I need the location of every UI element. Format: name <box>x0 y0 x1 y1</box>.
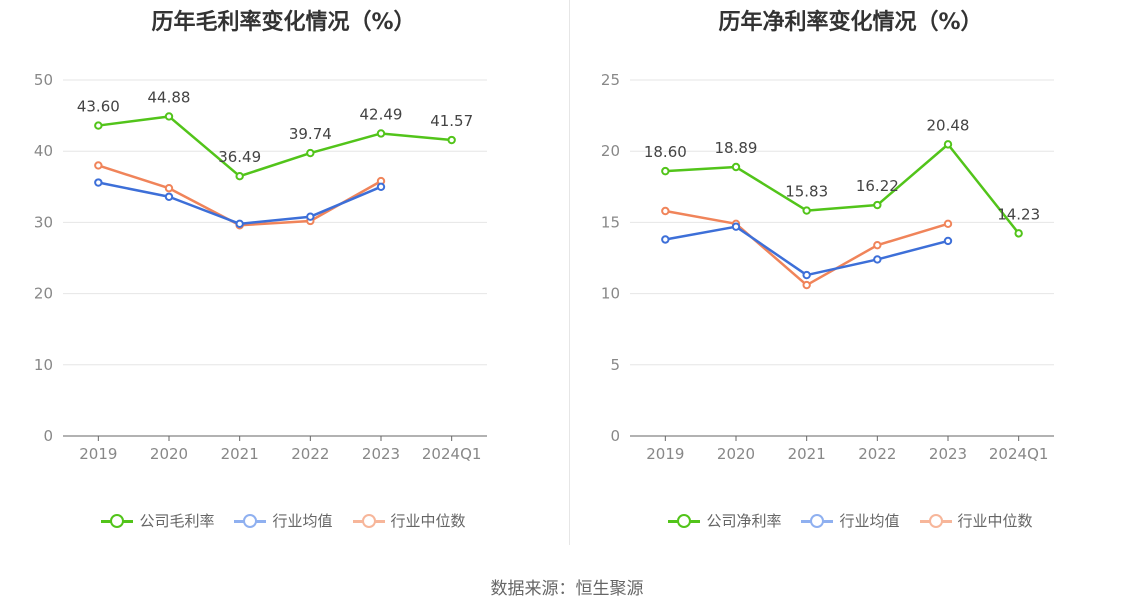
gross-margin-industry-avg-line <box>98 181 382 226</box>
legend-avg-label: 行业均值 <box>272 512 333 530</box>
net-margin-industry-avg-point[interactable] <box>873 255 882 264</box>
legend-median-label: 行业中位数 <box>957 512 1033 530</box>
gross-margin-company-point[interactable] <box>164 112 174 121</box>
net-margin-industry-avg-point[interactable] <box>802 270 811 280</box>
gross-margin-company-data-label: 43.60 <box>77 98 120 116</box>
net-margin-industry-median-point[interactable] <box>873 240 882 250</box>
gross-margin-company-data-label: 39.74 <box>289 125 332 143</box>
gross-margin-company-data-label: 36.49 <box>218 148 261 166</box>
net-margin-y-tick-label: 5 <box>610 356 620 374</box>
net-margin-x-tick-label: 2020 <box>717 445 755 463</box>
net-margin-industry-median-point[interactable] <box>943 219 953 229</box>
net-margin-industry-avg-point[interactable] <box>661 235 670 244</box>
net-margin-company-point[interactable] <box>802 206 811 215</box>
gross-margin-industry-median-point[interactable] <box>94 161 103 170</box>
gross-margin-x-tick-label: 2020 <box>150 445 188 463</box>
legend-avg-marker-icon <box>234 513 267 528</box>
gross-margin-industry-avg-point[interactable] <box>235 219 244 229</box>
gross-margin-y-tick-label: 10 <box>34 356 53 374</box>
legend-industry-avg[interactable]: 行业均值 <box>801 510 900 531</box>
gross-margin-x-tick-label: 2024Q1 <box>422 445 482 463</box>
gross-margin-industry-median-point[interactable] <box>164 184 174 193</box>
net-margin-company-data-label: 14.23 <box>997 205 1040 223</box>
net-margin-company-data-label: 20.48 <box>927 116 970 134</box>
legend-median-marker-icon <box>352 513 385 528</box>
net-margin-company-data-label: 18.89 <box>715 139 758 157</box>
gross-margin-industry-avg-point[interactable] <box>164 192 174 201</box>
gross-margin-x-tick-label: 2021 <box>221 445 259 463</box>
net-margin-y-tick-label: 25 <box>601 71 620 89</box>
net-margin-company-data-label: 15.83 <box>785 183 828 201</box>
gross-margin-industry-avg-point[interactable] <box>306 212 315 221</box>
gross-margin-chart: 0 10 20 30 40 50 2019 2020 2021 2022 2023 2024Q1 43.… <box>34 71 487 463</box>
gross-margin-legend: 公司毛利率 行业均值 行业中位数 <box>0 510 567 531</box>
legend-company-label: 公司净利率 <box>706 512 782 530</box>
net-margin-legend: 公司净利率 行业均值 行业中位数 <box>567 510 1134 531</box>
gross-margin-y-tick-label: 20 <box>34 285 53 303</box>
legend-company-label: 公司毛利率 <box>139 512 215 530</box>
net-margin-chart-panel: 历年净利率变化情况（%） 0 5 10 15 20 25 2019 2020 2021 2022 2… <box>567 0 1134 560</box>
net-margin-company-data-label: 16.22 <box>856 177 899 195</box>
panel-divider <box>569 0 570 545</box>
net-margin-company-point[interactable] <box>1014 229 1023 238</box>
net-margin-industry-avg-point[interactable] <box>943 236 953 246</box>
gross-margin-x-tick-label: 2023 <box>362 445 400 463</box>
gross-margin-x-tick-label: 2019 <box>79 445 117 463</box>
gross-margin-company-data-label: 42.49 <box>360 105 403 123</box>
legend-company-marker-icon <box>668 513 701 528</box>
legend-median-label: 行业中位数 <box>390 512 466 530</box>
gross-margin-y-tick-label: 0 <box>43 427 53 445</box>
net-margin-industry-avg-line <box>665 225 949 277</box>
net-margin-x-tick-label: 2019 <box>646 445 684 463</box>
gross-margin-y-tick-label: 40 <box>34 142 53 160</box>
legend-industry-avg[interactable]: 行业均值 <box>234 510 333 531</box>
net-margin-x-tick-label: 2023 <box>929 445 967 463</box>
gross-margin-y-tick-label: 50 <box>34 71 53 89</box>
gross-margin-company-point[interactable] <box>306 148 315 158</box>
net-margin-x-tick-label: 2022 <box>858 445 896 463</box>
legend-industry-median[interactable]: 行业中位数 <box>352 510 466 531</box>
net-margin-company-point[interactable] <box>943 140 953 149</box>
legend-company-marker-icon <box>101 513 134 528</box>
net-margin-y-tick-label: 0 <box>610 427 620 445</box>
net-margin-industry-avg-point[interactable] <box>731 222 741 231</box>
net-margin-y-tick-label: 20 <box>601 142 620 160</box>
net-margin-company-point[interactable] <box>873 200 882 210</box>
net-margin-company-data-label: 18.60 <box>644 143 687 161</box>
gross-margin-company-point[interactable] <box>447 135 456 145</box>
gross-margin-y-tick-label: 30 <box>34 213 53 231</box>
gross-margin-x-tick-label: 2022 <box>291 445 329 463</box>
legend-company-net-margin[interactable]: 公司净利率 <box>668 510 781 531</box>
net-margin-industry-median-point[interactable] <box>802 280 811 290</box>
net-margin-company-line <box>665 143 1020 235</box>
legend-company-gross-margin[interactable]: 公司毛利率 <box>101 510 214 531</box>
net-margin-x-tick-label: 2021 <box>788 445 826 463</box>
gross-margin-company-point[interactable] <box>376 129 386 138</box>
net-margin-company-point[interactable] <box>661 166 670 176</box>
legend-industry-median[interactable]: 行业中位数 <box>919 510 1033 531</box>
legend-median-marker-icon <box>919 513 952 528</box>
net-margin-company-point[interactable] <box>731 162 741 172</box>
net-margin-y-tick-label: 10 <box>601 285 620 303</box>
legend-avg-label: 行业均值 <box>839 512 900 530</box>
gross-margin-company-line <box>98 115 452 178</box>
gross-margin-company-data-label: 44.88 <box>148 88 191 106</box>
data-source: 数据来源：恒生聚源 <box>490 579 644 599</box>
net-margin-y-tick-label: 15 <box>601 213 620 231</box>
net-margin-chart-title: 历年净利率变化情况（%） <box>718 10 983 35</box>
gross-margin-industry-avg-point[interactable] <box>94 178 103 187</box>
net-margin-industry-median-point[interactable] <box>661 206 670 216</box>
legend-avg-marker-icon <box>801 513 834 528</box>
net-margin-chart: 0 5 10 15 20 25 2019 2020 2021 2022 2023 2024Q1 18.6… <box>601 71 1054 463</box>
gross-margin-company-data-label: 41.57 <box>430 112 473 130</box>
gross-margin-chart-title: 历年毛利率变化情况（%） <box>151 10 416 35</box>
net-margin-x-tick-label: 2024Q1 <box>989 445 1049 463</box>
gross-margin-chart-panel: 历年毛利率变化情况（%） 0 10 20 30 40 50 2019 2020 2021 2022… <box>0 0 567 560</box>
gross-margin-company-point[interactable] <box>94 121 103 130</box>
gross-margin-company-point[interactable] <box>235 171 244 181</box>
gross-margin-industry-avg-point[interactable] <box>376 182 386 192</box>
